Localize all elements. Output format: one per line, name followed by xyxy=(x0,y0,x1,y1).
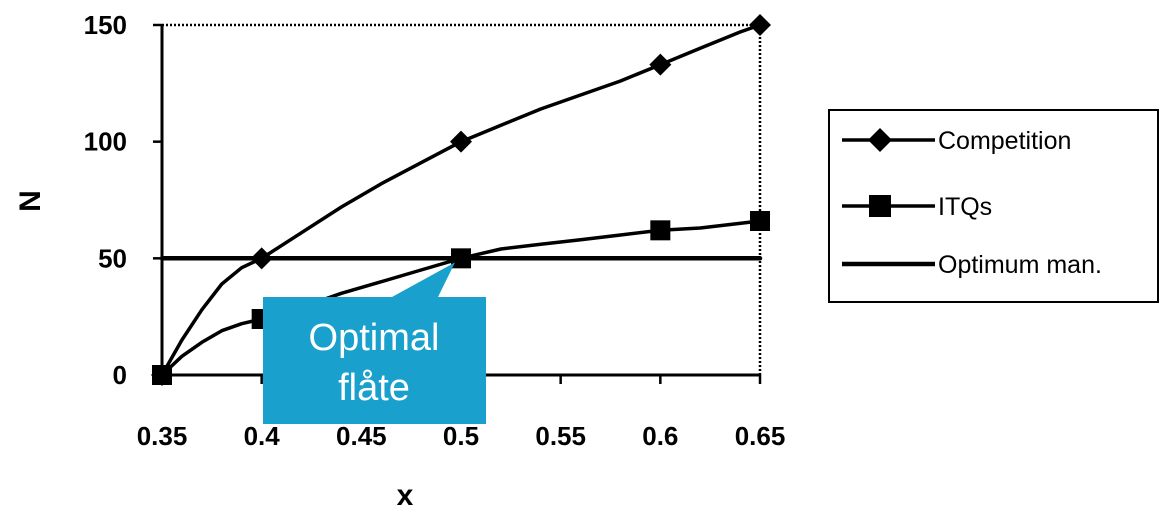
y-tick-label: 50 xyxy=(98,243,127,273)
data-point-competition xyxy=(450,130,472,153)
callout-annotation: Optimal flåte xyxy=(263,262,486,424)
x-tick-label: 0.35 xyxy=(137,421,188,451)
x-axis: 0.35 0.4 0.45 0.5 0.55 0.6 0.65 xyxy=(137,375,786,451)
callout-text-line: Optimal xyxy=(309,317,440,359)
y-axis-label: N xyxy=(14,190,47,212)
data-point-itqs xyxy=(750,211,770,231)
callout-box xyxy=(263,262,486,424)
data-point-itqs xyxy=(650,220,671,241)
data-point-competition xyxy=(749,14,771,36)
y-tick-label: 100 xyxy=(84,127,127,157)
legend-label: Competition xyxy=(938,127,1071,155)
y-axis: 0 50 100 150 xyxy=(84,10,162,390)
x-axis-label: x xyxy=(397,479,414,512)
x-tick-label: 0.55 xyxy=(535,421,586,451)
x-tick-label: 0.4 xyxy=(244,421,281,451)
y-tick-label: 150 xyxy=(84,10,127,40)
x-tick-label: 0.45 xyxy=(336,421,387,451)
series-line-itqs xyxy=(160,219,762,377)
x-tick-label: 0.6 xyxy=(642,421,678,451)
data-point-itqs xyxy=(451,248,471,269)
callout-text-line: flåte xyxy=(338,367,410,409)
legend-marker-diamond xyxy=(868,128,892,152)
x-tick-label: 0.5 xyxy=(443,421,479,451)
data-point-itqs xyxy=(152,365,172,385)
legend-marker-square xyxy=(869,195,891,217)
y-tick-label: 0 xyxy=(113,360,127,390)
legend-label: Optimum man. xyxy=(938,251,1102,279)
legend-label: ITQs xyxy=(938,193,992,221)
legend: Competition ITQs Optimum man. xyxy=(828,109,1159,303)
data-point-competition xyxy=(649,53,672,76)
x-tick-label: 0.65 xyxy=(735,421,786,451)
data-point-competition xyxy=(250,247,273,270)
